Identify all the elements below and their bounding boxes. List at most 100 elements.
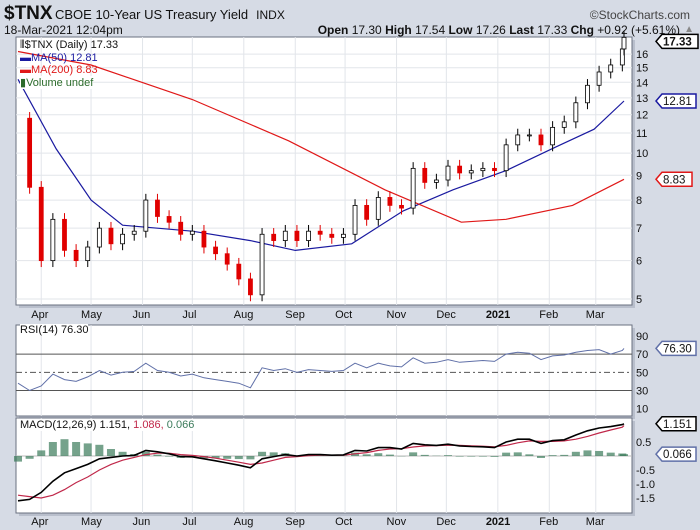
y-tick-label: 13	[636, 93, 648, 105]
candle-body	[329, 233, 335, 238]
macd-histogram-bar	[513, 452, 522, 456]
macd-histogram-bar	[467, 456, 476, 457]
ma200-line	[17, 50, 625, 223]
y-tick-label: 15	[636, 63, 648, 75]
macd-histogram-bar	[153, 454, 162, 456]
macd-histogram-bar	[106, 449, 115, 456]
ma200-label: 8.83	[663, 174, 685, 186]
macd-histogram-bar	[258, 451, 267, 456]
candle-body	[224, 253, 230, 265]
legend-price: ⫴$TNX (Daily) 17.33	[20, 39, 119, 51]
y-tick-label: 12	[636, 110, 648, 122]
candle-body	[538, 134, 544, 146]
x-tick-label: Dec	[436, 516, 456, 528]
macd-histogram-bar	[583, 450, 592, 456]
ma200-tag	[655, 171, 693, 188]
hist-label: 0.066	[663, 449, 692, 461]
rsi-tick-label: 50	[636, 367, 648, 379]
macd-histogram-bar	[165, 456, 174, 457]
macd-histogram-bar	[444, 455, 453, 456]
y-tick-label: 11	[636, 128, 647, 140]
legend-ma50: ▬MA(50) 12.81	[20, 52, 98, 64]
macd-histogram-bar	[455, 456, 464, 457]
high-label: High	[385, 23, 412, 37]
candle-body	[306, 230, 311, 241]
macd-histogram-bar	[620, 454, 628, 456]
chg-value: +0.92 (+5.61%)	[597, 23, 680, 37]
exchange: INDX	[256, 8, 285, 22]
x-tick-label: Apr	[31, 309, 48, 321]
candle-body	[492, 167, 497, 172]
quote-summary: Open 17.30 High 17.54 Low 17.26 Last 17.…	[318, 23, 680, 37]
legend-ma200: ▬MA(200) 8.83	[20, 64, 98, 76]
candle-body	[445, 165, 451, 181]
candle-body	[38, 186, 44, 262]
x-tick-label: May	[81, 516, 102, 528]
candle-body	[621, 36, 627, 50]
x-tick-label: Sep	[285, 516, 305, 528]
macd-tick-label: -0.5	[636, 465, 655, 477]
x-tick-label: Oct	[335, 309, 352, 321]
macd-histogram-bar	[362, 454, 371, 456]
macd-histogram-bar	[25, 456, 34, 459]
macd-histogram-bar	[490, 456, 499, 457]
macd-histogram-bar	[95, 444, 104, 456]
candle-body	[248, 278, 253, 296]
macd-line	[17, 423, 625, 502]
candle-body	[457, 165, 463, 174]
y-tick-label: 6	[636, 256, 642, 268]
candle-body	[27, 117, 33, 188]
rsi-line	[17, 348, 625, 392]
candle-body	[352, 204, 358, 235]
rsi-tick-label: 30	[636, 386, 648, 398]
candle-body	[120, 233, 125, 245]
macd-histogram-bar	[83, 443, 92, 456]
macd-histogram-bar	[234, 456, 243, 460]
candle-body	[364, 204, 370, 220]
candle-body	[96, 227, 102, 248]
candle-body	[178, 221, 184, 235]
x-tick-label: May	[81, 309, 102, 321]
macd-histogram-bar	[420, 454, 429, 456]
datetime: 18-Mar-2021 12:04pm	[4, 23, 123, 37]
macd-label: 1.151	[663, 419, 692, 431]
ma50-line	[17, 79, 625, 252]
rsi-tag	[655, 340, 697, 357]
candle-body	[526, 134, 532, 137]
candle-body	[585, 84, 590, 104]
candle-body	[85, 246, 91, 262]
macd-histogram-bar	[606, 452, 615, 456]
candle-icon: ⫴	[20, 39, 25, 51]
candle-body	[143, 199, 149, 232]
macd-histogram-bar	[211, 456, 220, 459]
macd-histogram-bar	[60, 439, 69, 456]
up-arrow-icon: ▲	[684, 24, 694, 35]
macd-histogram-bar	[548, 455, 557, 456]
x-tick-label: Apr	[31, 516, 48, 528]
low-value: 17.26	[475, 23, 506, 37]
rsi-tick-label: 70	[636, 349, 648, 361]
macd-histogram-bar	[223, 456, 232, 459]
candle-body	[410, 167, 416, 209]
macd-histogram-bar	[478, 456, 487, 457]
y-tick-label: 8	[636, 195, 642, 207]
candle-body	[503, 144, 509, 172]
candle-body	[62, 218, 67, 251]
candle-body	[271, 233, 277, 241]
candle-body	[422, 167, 428, 183]
candle-body	[259, 233, 265, 296]
x-tick-label: Sep	[285, 309, 305, 321]
macd-histogram-bar	[525, 454, 534, 456]
macd-tick-label: -1.5	[636, 493, 655, 505]
last-value: 17.33	[537, 23, 568, 37]
candle-body	[433, 179, 439, 183]
macd-histogram-bar	[560, 454, 569, 456]
macd-histogram-bar	[374, 453, 383, 456]
last-label: Last	[509, 23, 534, 37]
x-tick-label: Feb	[539, 516, 558, 528]
macd-tag	[655, 416, 697, 432]
x-tick-label: Aug	[234, 309, 254, 321]
panel-2	[15, 417, 633, 514]
legend-macd: MACD(12,26,9) 1.151, 1.086, 0.066	[20, 419, 195, 431]
